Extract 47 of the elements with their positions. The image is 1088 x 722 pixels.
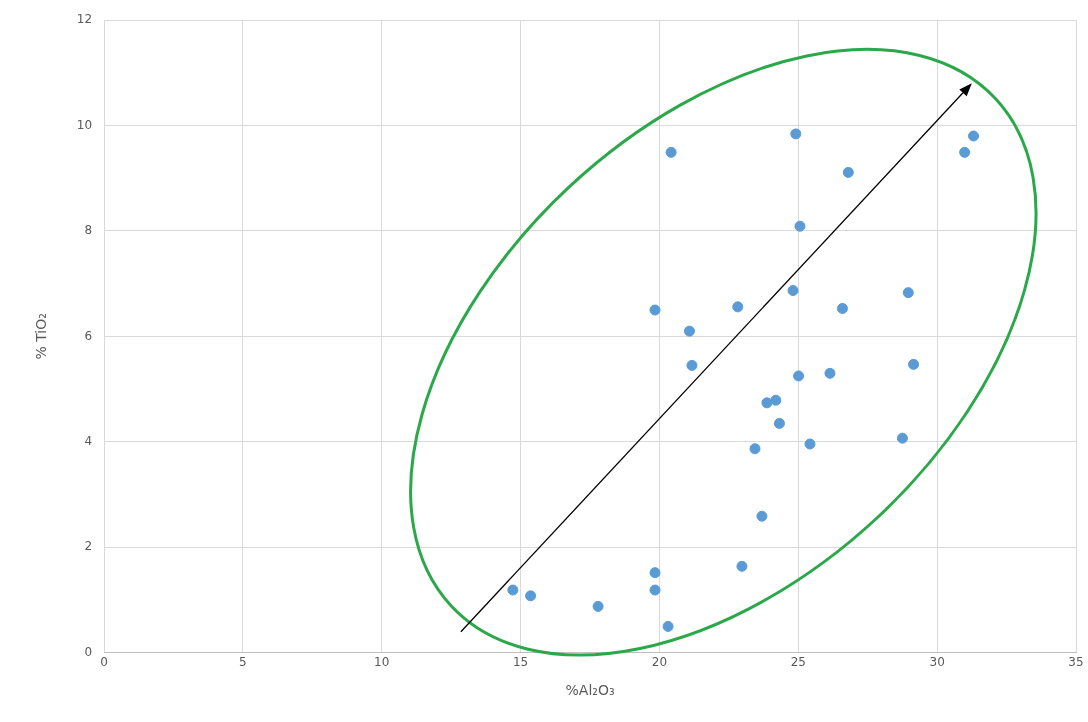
- point: [736, 560, 748, 572]
- point: [902, 287, 914, 299]
- x-tick-label: 20: [651, 655, 668, 670]
- point: [756, 510, 768, 522]
- point: [959, 146, 971, 158]
- point: [592, 600, 604, 612]
- point: [896, 432, 908, 444]
- point: [787, 285, 799, 297]
- point: [683, 325, 695, 337]
- y-tick-label: 12: [76, 12, 93, 27]
- point: [773, 417, 785, 429]
- point: [824, 367, 836, 379]
- point: [649, 304, 661, 316]
- point: [793, 370, 805, 382]
- point: [662, 620, 674, 632]
- x-tick-label: 30: [929, 655, 945, 670]
- point: [665, 146, 677, 158]
- point: [968, 130, 980, 142]
- point: [842, 166, 854, 178]
- y-tick-label: 8: [84, 223, 93, 238]
- y-axis-title: % TiO₂: [33, 313, 50, 360]
- y-tick-label: 10: [76, 117, 93, 132]
- x-tick-label: 5: [239, 655, 247, 670]
- point: [649, 584, 661, 596]
- y-tick-label: 0: [84, 644, 93, 659]
- point: [507, 584, 519, 596]
- point: [794, 220, 806, 232]
- point: [749, 443, 761, 455]
- x-axis-title: %Al₂O₃: [565, 682, 615, 699]
- x-tick-label: 25: [790, 655, 806, 670]
- y-tick-label: 6: [84, 328, 93, 343]
- x-tick-label: 15: [512, 655, 529, 670]
- y-tick-label: 4: [84, 433, 93, 448]
- x-tick-label: 0: [100, 655, 108, 670]
- point: [804, 438, 816, 450]
- point: [761, 397, 773, 409]
- y-tick-label: 2: [84, 539, 93, 554]
- point: [836, 302, 848, 314]
- point: [770, 394, 782, 406]
- point: [525, 590, 537, 602]
- x-tick-label: 35: [1068, 655, 1084, 670]
- point: [790, 128, 802, 140]
- point: [686, 359, 698, 371]
- point: [732, 301, 744, 313]
- point: [908, 358, 920, 370]
- point: [649, 567, 661, 579]
- x-tick-label: 10: [374, 655, 390, 670]
